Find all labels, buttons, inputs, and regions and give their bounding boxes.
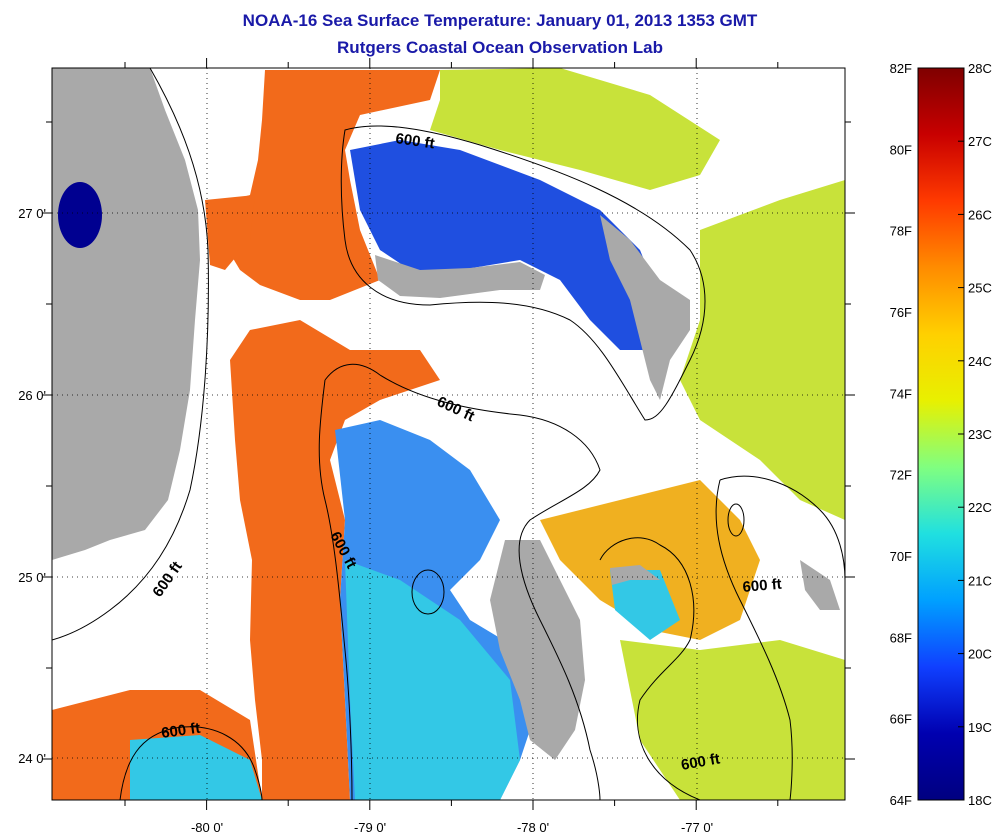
colorbar-c-label: 24C	[968, 354, 992, 369]
contour-florida-shelf	[52, 68, 209, 641]
colorbar-f-label: 72F	[890, 468, 912, 483]
colorbar-c-label: 23C	[968, 427, 992, 442]
land-abaco	[600, 215, 690, 400]
contour-little-bahama-bank	[340, 125, 706, 421]
sst-warm-coast	[205, 195, 255, 270]
colorbar-c-label: 19C	[968, 720, 992, 735]
colorbar-c-label: 22C	[968, 500, 992, 515]
lon-tick-label: -79 0'	[354, 820, 386, 835]
sst-mild-north	[430, 68, 720, 190]
colorbar-f-label: 78F	[890, 224, 912, 239]
land-grand-bahama	[375, 255, 545, 298]
contour-eleuthera	[599, 537, 701, 800]
colorbar	[917, 67, 965, 801]
colorbar-fahrenheit-labels: 82F 80F 78F 76F 74F 72F 70F 68F 66F 64F	[890, 61, 912, 808]
lat-tick-label: 27 0'	[18, 206, 46, 221]
land-andros	[490, 540, 585, 760]
sst-aqua-south	[345, 560, 520, 800]
contour-label: 600 ft	[680, 750, 722, 774]
depth-contours	[52, 68, 845, 800]
map-frame	[51, 67, 846, 801]
lat-tick-label: 25 0'	[18, 570, 46, 585]
colorbar-f-label: 74F	[890, 386, 912, 401]
colorbar-celsius-labels: 28C 27C 26C 25C 24C 23C 22C 21C 20C 19C 18C	[958, 61, 992, 808]
sst-cold-north	[350, 140, 660, 350]
axis-ticks	[42, 58, 855, 810]
contour-cay-sal-bank	[119, 726, 263, 800]
colorbar-c-label: 21C	[968, 573, 992, 588]
colorbar-c-label: 26C	[968, 207, 992, 222]
sst-aqua-east	[610, 570, 680, 640]
colorbar-f-label: 66F	[890, 712, 912, 727]
colorbar-f-label: 82F	[890, 61, 912, 76]
colorbar-c-label: 20C	[968, 647, 992, 662]
sst-mild-central	[540, 480, 760, 640]
lon-tick-label: -77 0'	[681, 820, 713, 835]
lat-tick-label: 24 0'	[18, 751, 46, 766]
colorbar-f-label: 70F	[890, 549, 912, 564]
lon-tick-label: -80 0'	[191, 820, 223, 835]
sst-mild-south	[620, 640, 845, 800]
colorbar-f-label: 68F	[890, 630, 912, 645]
lon-tick-label: -78 0'	[517, 820, 549, 835]
contour-small-bank	[411, 569, 445, 615]
graticule	[52, 68, 845, 800]
map-subtitle: Rutgers Coastal Ocean Observation Lab	[337, 38, 663, 57]
colorbar-c-label: 25C	[968, 281, 992, 296]
contour-label: 600 ft	[160, 720, 201, 742]
contour-exuma-sound	[715, 475, 845, 800]
colorbar-f-label: 64F	[890, 793, 912, 808]
colorbar-c-label: 18C	[968, 793, 992, 808]
sst-warm-north	[210, 70, 440, 300]
colorbar-c-label: 28C	[968, 61, 992, 76]
land-eleuthera	[610, 565, 660, 585]
sst-mild-east	[680, 180, 845, 520]
contour-label: 600 ft	[394, 130, 435, 152]
contour-label: 600 ft	[742, 576, 783, 596]
colorbar-c-label: 27C	[968, 134, 992, 149]
land-exumas	[800, 560, 840, 610]
lake-okeechobee	[58, 182, 102, 248]
sst-aqua-southwest	[130, 735, 262, 800]
colorbar-f-label: 80F	[890, 142, 912, 157]
lat-tick-label: 26 0'	[18, 388, 46, 403]
colorbar-f-label: 76F	[890, 305, 912, 320]
contour-small-bank-2	[727, 503, 745, 537]
map-title: NOAA-16 Sea Surface Temperature: January…	[242, 11, 758, 30]
